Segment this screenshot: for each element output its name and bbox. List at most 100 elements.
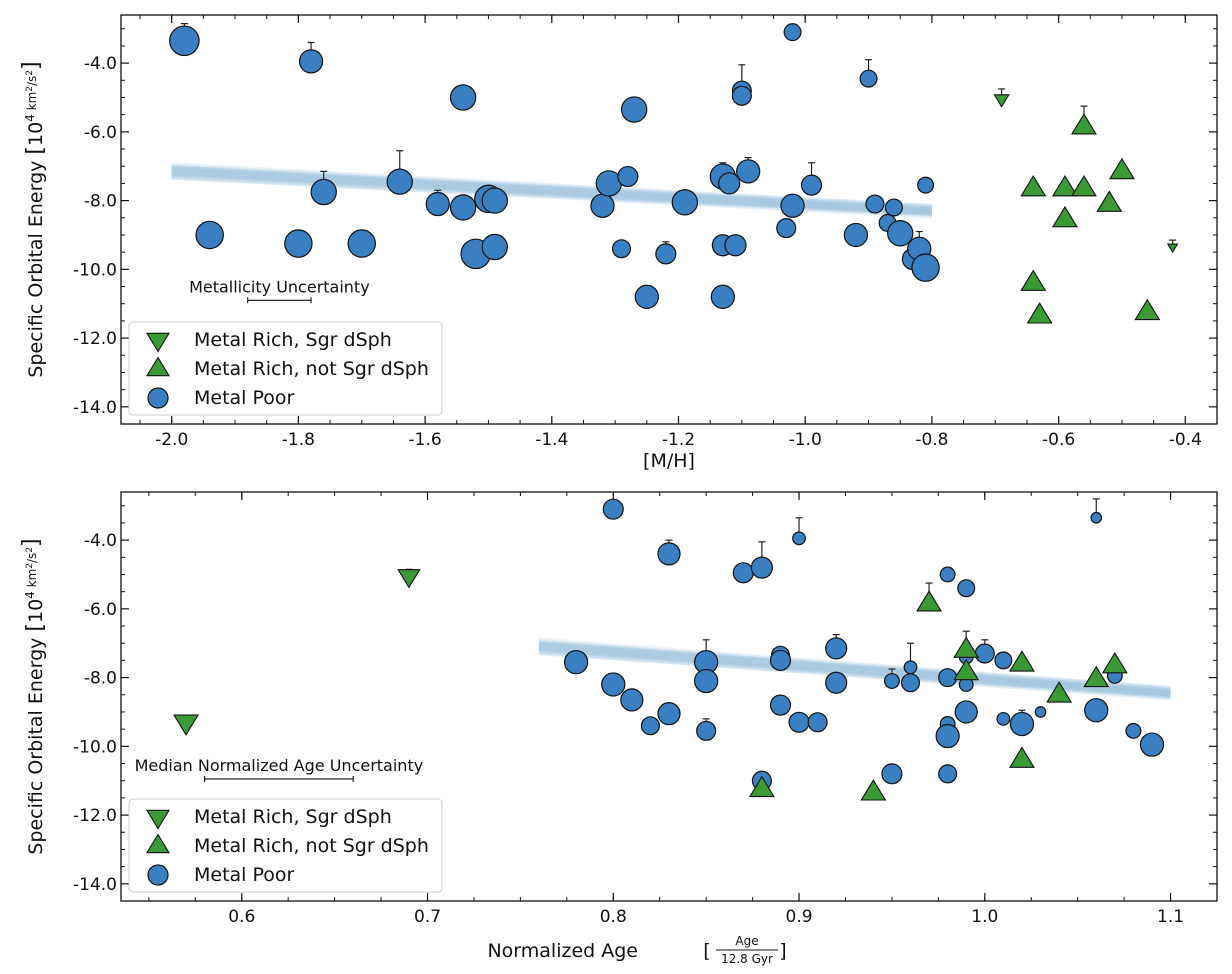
fit-sample-line	[538, 650, 1171, 698]
metal-poor-point	[1084, 698, 1109, 723]
fit-sample-line	[538, 647, 1171, 697]
bracket-close: ]	[19, 61, 44, 70]
fit-sample-line	[171, 170, 932, 213]
legend-box	[128, 321, 443, 416]
unit-numerator: km	[25, 92, 39, 114]
metal-poor-point	[938, 764, 958, 784]
legend-label: Metal Poor	[194, 387, 295, 409]
fit-sample-line	[171, 169, 932, 212]
fit-sample-line	[171, 162, 932, 207]
bracket-open: [	[23, 146, 48, 155]
metal-poor-point	[590, 193, 615, 218]
fit-sample-line	[538, 649, 1171, 698]
fit-sample-line	[171, 165, 932, 209]
metal-poor-point	[887, 220, 914, 247]
x-tick-label: -0.4	[1169, 430, 1202, 450]
metal-poor-point	[792, 531, 806, 546]
y-tick-label: -14.0	[73, 875, 117, 895]
metal-rich-point	[1026, 302, 1053, 324]
age-panel: 0.6 0.7 0.8 0.9 1.0 1.1 -14.0 -12.0 -10.0 -8.0 -6.…	[19, 491, 1218, 966]
x-tick-label: -0.6	[1042, 430, 1075, 450]
metal-poor-point	[954, 700, 978, 724]
metal-poor-point	[655, 243, 677, 265]
fit-sample-line	[538, 642, 1171, 693]
metal-poor-point	[298, 49, 324, 74]
metal-rich-point	[1070, 174, 1097, 197]
unit-numerator: km	[25, 569, 39, 591]
metal-poor-point	[917, 176, 935, 194]
fit-sample-line	[538, 650, 1171, 699]
y-tick-label: -10.0	[73, 737, 117, 757]
fit-sample-line	[538, 642, 1171, 693]
fit-sample-line	[171, 172, 932, 215]
fit-sample-line	[171, 165, 932, 210]
fit-sample-line	[538, 639, 1171, 689]
y-axis-label: Specific Orbital Energy	[25, 632, 47, 855]
legend-label: Metal Rich, not Sgr dSph	[194, 835, 429, 857]
fit-sample-line	[538, 644, 1171, 694]
metal-rich-point	[1046, 681, 1073, 703]
fit-band	[538, 637, 1171, 701]
metal-poor-point	[807, 712, 828, 733]
metal-poor-point	[783, 23, 802, 42]
fit-sample-line	[538, 639, 1171, 691]
metal-rich-point	[916, 590, 943, 612]
legend: Metal Rich, Sgr dSph Metal Rich, not Sgr …	[128, 321, 443, 416]
metal-poor-point	[449, 84, 477, 111]
metal-poor-point	[769, 694, 792, 716]
fit-sample-line	[538, 649, 1171, 697]
y-axis-title: Specific Orbital Energy [104 km2/s2]	[19, 61, 48, 377]
metal-poor-point	[957, 579, 976, 598]
x-axis-title: [M/H]	[643, 450, 695, 472]
metal-poor-point	[883, 673, 900, 689]
legend-tri-down-marker	[146, 809, 170, 830]
metal-poor-point	[696, 720, 717, 741]
x-tick-label: -0.8	[915, 430, 948, 450]
fit-sample-line	[171, 174, 932, 217]
fit-sample-line	[171, 169, 932, 213]
metal-poor-point	[195, 220, 224, 250]
fit-sample-line	[538, 645, 1171, 695]
metal-poor-point	[284, 229, 313, 258]
fit-sample-line	[538, 647, 1171, 697]
metal-poor-point	[939, 566, 956, 583]
metal-poor-point	[736, 159, 761, 184]
metal-poor-point	[169, 25, 200, 57]
x-tick-label: -1.0	[789, 430, 822, 450]
fit-sample-line	[171, 165, 932, 207]
legend-tri-up-marker	[146, 356, 170, 377]
series-tri-up	[1020, 105, 1161, 324]
metal-poor-point	[620, 688, 644, 712]
fit-sample-line	[171, 177, 932, 217]
fit-sample-line	[538, 642, 1171, 691]
metal-poor-point	[602, 498, 624, 520]
series-tri-up	[748, 582, 1128, 801]
metal-poor-point	[843, 222, 869, 248]
fit-sample-line	[171, 174, 932, 215]
fit-sample-line	[171, 169, 932, 212]
fit-sample-line	[538, 647, 1171, 697]
bracket-close: ]	[19, 538, 44, 547]
fit-sample-line	[171, 175, 932, 216]
fit-sample-line	[171, 168, 932, 211]
metal-poor-point	[634, 284, 659, 309]
metal-poor-point	[769, 649, 792, 671]
unit-denominator: s	[25, 76, 39, 82]
y-axis-title: Specific Orbital Energy [104 km2/s2]	[19, 538, 48, 854]
fit-sample-line	[171, 167, 932, 211]
metal-poor-point	[563, 649, 589, 675]
metal-poor-point	[938, 668, 958, 688]
fit-sample-line	[171, 174, 932, 217]
fit-sample-line	[538, 652, 1171, 700]
fit-sample-line	[538, 640, 1171, 691]
y-tick-label: -12.0	[73, 329, 117, 349]
metal-poor-point	[310, 178, 337, 206]
metal-poor-point	[657, 702, 681, 726]
fit-sample-line	[171, 163, 932, 207]
unit-denominator-exp: 2	[25, 547, 35, 553]
series-circle	[563, 498, 1165, 791]
metal-poor-point	[900, 673, 921, 693]
metal-poor-point	[657, 542, 681, 566]
metal-poor-point	[347, 229, 376, 258]
metal-poor-point	[865, 194, 885, 214]
